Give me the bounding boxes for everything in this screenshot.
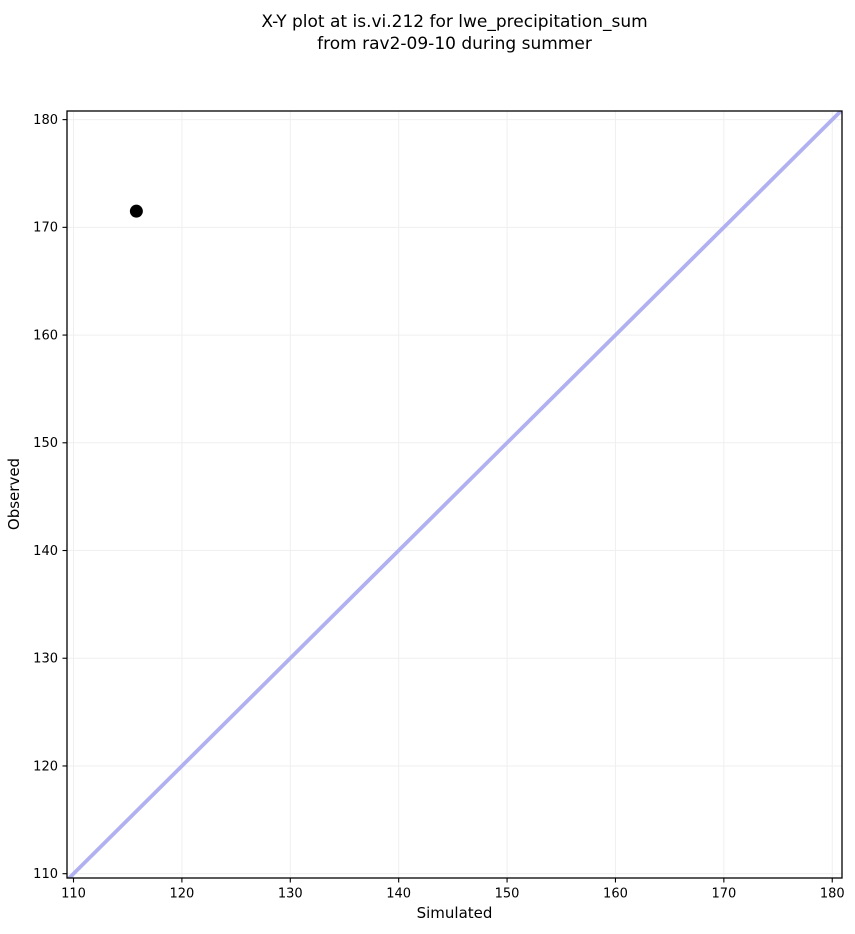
observed-vs-simulated-points [129, 204, 143, 218]
y-tick-label: 120 [33, 759, 58, 774]
identity-line [67, 111, 842, 878]
x-axis-label: Simulated [416, 904, 493, 922]
plot-content [67, 111, 842, 878]
grid [67, 111, 842, 878]
y-tick-label: 110 [33, 867, 58, 882]
x-tick-label: 150 [495, 887, 520, 902]
chart-title-line-1: X-Y plot at is.vi.212 for lwe_precipitat… [261, 12, 648, 32]
y-tick-label: 160 [33, 328, 58, 343]
data-point [129, 204, 143, 218]
x-tick-label: 120 [169, 887, 194, 902]
y-tick-label: 170 [33, 221, 58, 236]
x-tick-label: 160 [603, 887, 628, 902]
y-tick-label: 140 [33, 544, 58, 559]
x-tick-label: 130 [278, 887, 303, 902]
tick-labels: 110 120 130 140 150 160 170 180 110 120 130 140 150 1… [33, 113, 844, 902]
plot-border [66, 110, 843, 879]
chart-title: X-Y plot at is.vi.212 for lwe_precipitat… [67, 11, 842, 55]
y-tick-label: 180 [33, 113, 58, 128]
x-tick-label: 140 [386, 887, 411, 902]
ticks [62, 119, 833, 883]
y-tick-label: 150 [33, 436, 58, 451]
y-tick-label: 130 [33, 652, 58, 667]
chart-title-line-2: from rav2-09-10 during summer [317, 34, 592, 54]
x-tick-label: 180 [820, 887, 845, 902]
x-tick-label: 110 [61, 887, 86, 902]
x-tick-label: 170 [711, 887, 736, 902]
